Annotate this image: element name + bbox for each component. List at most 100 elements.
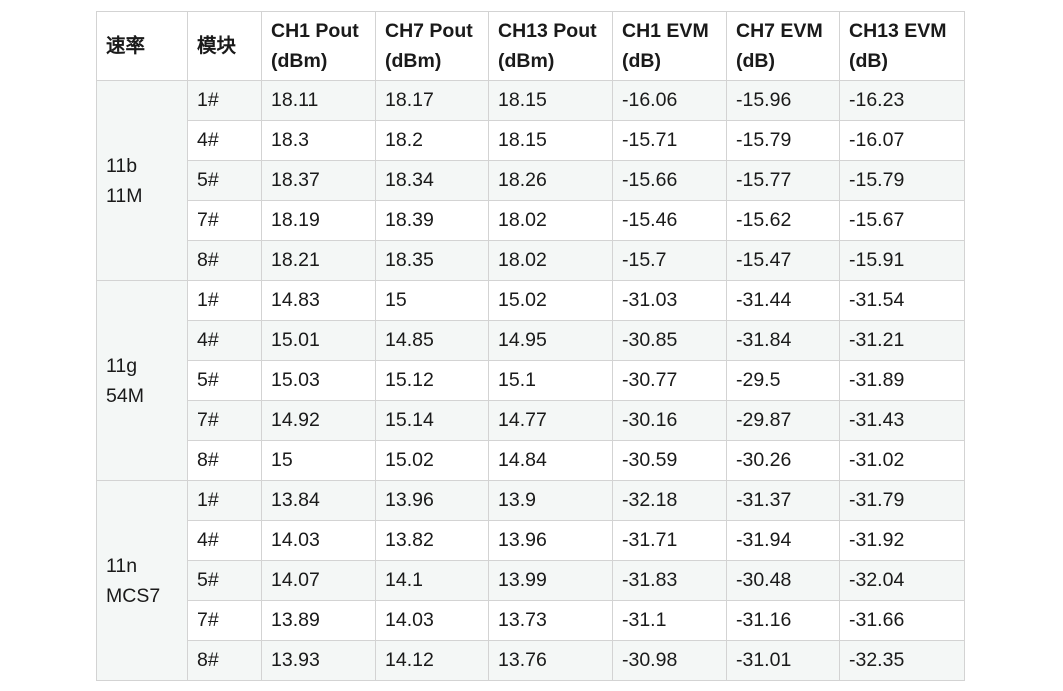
header-ch7-evm: CH7 EVM (dB) xyxy=(726,11,840,81)
cell-ch13-evm: -31.66 xyxy=(839,600,965,641)
cell-ch7-pout: 15.14 xyxy=(375,400,489,441)
cell-ch1-pout: 14.92 xyxy=(261,400,376,441)
header-line: CH1 Pout xyxy=(271,20,359,42)
cell-ch13-evm: -15.67 xyxy=(839,200,965,241)
cell-ch1-pout: 13.93 xyxy=(261,640,376,681)
cell-ch1-pout: 18.37 xyxy=(261,160,376,201)
cell-ch13-pout: 14.84 xyxy=(488,440,613,481)
table-row: 8# 15 15.02 14.84 -30.59 -30.26 -31.02 xyxy=(97,440,965,481)
table-row: 11g 54M 1# 14.83 15 15.02 -31.03 -31.44 -31.54 xyxy=(96,280,965,481)
cell-ch13-pout: 13.9 xyxy=(488,480,613,521)
cell-module: 5# xyxy=(187,160,262,201)
cell-module: 5# xyxy=(187,360,262,401)
cell-ch7-pout: 14.1 xyxy=(375,560,489,601)
cell-ch7-pout: 18.35 xyxy=(375,240,489,281)
cell-ch1-pout: 15.01 xyxy=(261,320,376,361)
table-row: 11b 11M 1# 18.11 18.17 18.15 -16.06 -15.96 -16.2… xyxy=(96,80,965,281)
cell-ch7-pout: 18.34 xyxy=(375,160,489,201)
cell-rate-group: 11n MCS7 xyxy=(96,480,188,681)
cell-ch13-pout: 18.15 xyxy=(488,80,613,121)
cell-ch1-pout: 15.03 xyxy=(261,360,376,401)
cell-ch1-evm: -31.71 xyxy=(612,520,727,561)
cell-ch7-pout: 15 xyxy=(375,280,489,321)
cell-ch1-evm: -30.85 xyxy=(612,320,727,361)
cell-ch1-evm: -31.03 xyxy=(612,280,727,321)
cell-ch1-evm: -31.1 xyxy=(612,600,727,641)
table-row: 7# 14.92 15.14 14.77 -30.16 -29.87 -31.43 xyxy=(97,400,965,441)
cell-ch1-pout: 14.83 xyxy=(261,280,376,321)
cell-ch7-evm: -29.87 xyxy=(726,400,840,441)
cell-module: 8# xyxy=(187,240,262,281)
table-row: 4# 14.03 13.82 13.96 -31.71 -31.94 -31.92 xyxy=(97,520,965,561)
table-row: 5# 18.37 18.34 18.26 -15.66 -15.77 -15.79 xyxy=(97,160,965,201)
cell-ch7-pout: 13.82 xyxy=(375,520,489,561)
table-row: 5# 14.07 14.1 13.99 -31.83 -30.48 -32.04 xyxy=(97,560,965,601)
cell-ch1-evm: -15.7 xyxy=(612,240,727,281)
table-row: 7# 18.19 18.39 18.02 -15.46 -15.62 -15.67 xyxy=(97,200,965,241)
cell-ch7-evm: -31.94 xyxy=(726,520,840,561)
cell-ch7-evm: -29.5 xyxy=(726,360,840,401)
cell-ch1-pout: 15 xyxy=(261,440,376,481)
cell-ch7-evm: -15.47 xyxy=(726,240,840,281)
header-line: (dBm) xyxy=(271,50,328,72)
cell-ch13-pout: 18.15 xyxy=(488,120,613,161)
cell-ch1-evm: -15.46 xyxy=(612,200,727,241)
cell-ch7-evm: -31.01 xyxy=(726,640,840,681)
cell-ch7-evm: -31.16 xyxy=(726,600,840,641)
cell-module: 4# xyxy=(187,120,262,161)
table-row: 8# 13.93 14.12 13.76 -30.98 -31.01 -32.35 xyxy=(97,640,965,681)
cell-ch13-evm: -31.54 xyxy=(839,280,965,321)
table-row: 4# 18.3 18.2 18.15 -15.71 -15.79 -16.07 xyxy=(97,120,965,161)
cell-module: 1# xyxy=(187,280,262,321)
cell-ch7-pout: 14.12 xyxy=(375,640,489,681)
cell-ch1-evm: -30.16 xyxy=(612,400,727,441)
rate-label-line: 11g xyxy=(106,354,138,377)
cell-ch13-evm: -31.79 xyxy=(839,480,965,521)
cell-module: 7# xyxy=(187,400,262,441)
header-line: 模块 xyxy=(197,35,237,57)
rate-label-line: 54M xyxy=(106,384,144,407)
header-line: CH13 EVM xyxy=(849,20,947,42)
cell-ch7-pout: 15.02 xyxy=(375,440,489,481)
cell-ch1-evm: -16.06 xyxy=(612,80,727,121)
cell-ch1-pout: 18.3 xyxy=(261,120,376,161)
cell-module: 8# xyxy=(187,640,262,681)
cell-module: 1# xyxy=(187,480,262,521)
header-line: (dBm) xyxy=(498,50,555,72)
cell-ch13-pout: 14.95 xyxy=(488,320,613,361)
cell-ch13-pout: 15.02 xyxy=(488,280,613,321)
cell-ch13-evm: -16.23 xyxy=(839,80,965,121)
header-ch7-pout: CH7 Pout (dBm) xyxy=(375,11,489,81)
cell-ch13-evm: -32.35 xyxy=(839,640,965,681)
cell-ch13-pout: 13.99 xyxy=(488,560,613,601)
cell-ch7-evm: -15.77 xyxy=(726,160,840,201)
header-line: (dB) xyxy=(849,50,888,72)
cell-ch13-pout: 18.26 xyxy=(488,160,613,201)
cell-ch1-evm: -30.77 xyxy=(612,360,727,401)
cell-ch7-pout: 14.85 xyxy=(375,320,489,361)
header-line: (dBm) xyxy=(385,50,442,72)
cell-ch13-evm: -31.89 xyxy=(839,360,965,401)
cell-ch13-evm: -16.07 xyxy=(839,120,965,161)
header-line: CH7 Pout xyxy=(385,20,473,42)
cell-ch7-evm: -31.84 xyxy=(726,320,840,361)
cell-ch1-pout: 18.19 xyxy=(261,200,376,241)
cell-ch1-pout: 18.21 xyxy=(261,240,376,281)
rate-label-line: 11M xyxy=(106,184,143,207)
header-row: 速率 模块 CH1 Pout (dBm) CH7 Pout (dBm) CH13 Pout (… xyxy=(96,11,965,81)
header-line: (dB) xyxy=(622,50,661,72)
cell-ch7-evm: -30.48 xyxy=(726,560,840,601)
cell-ch7-pout: 13.96 xyxy=(375,480,489,521)
cell-ch7-pout: 18.39 xyxy=(375,200,489,241)
cell-ch7-evm: -30.26 xyxy=(726,440,840,481)
table-row: 5# 15.03 15.12 15.1 -30.77 -29.5 -31.89 xyxy=(97,360,965,401)
cell-rate-group: 11g 54M xyxy=(96,280,188,481)
cell-ch13-evm: -31.92 xyxy=(839,520,965,561)
cell-ch7-evm: -31.37 xyxy=(726,480,840,521)
cell-ch7-evm: -31.44 xyxy=(726,280,840,321)
table-row: 11n MCS7 1# 13.84 13.96 13.9 -32.18 -31.37 -31.7… xyxy=(96,480,965,681)
cell-module: 8# xyxy=(187,440,262,481)
cell-ch13-pout: 13.76 xyxy=(488,640,613,681)
cell-ch13-evm: -15.79 xyxy=(839,160,965,201)
cell-ch1-evm: -30.59 xyxy=(612,440,727,481)
